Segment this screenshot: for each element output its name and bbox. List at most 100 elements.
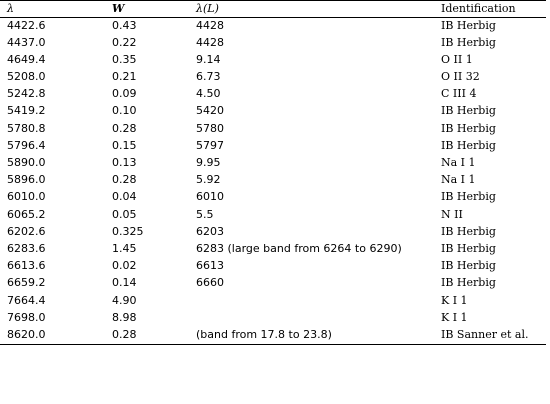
cell-identification: N II xyxy=(441,207,463,221)
cell-w: 0.05 xyxy=(112,207,137,221)
cell-lambda: 5208.0 xyxy=(7,70,46,84)
cell-lambda-l: 5420 xyxy=(196,104,224,118)
cell-w: 0.04 xyxy=(112,190,137,204)
header-row: λ W λ(L) Identification xyxy=(0,0,546,18)
cell-identification: O II 32 xyxy=(441,70,480,84)
cell-identification: IB Herbig xyxy=(441,19,496,32)
cell-lambda: 6010.0 xyxy=(7,190,46,204)
cell-identification: IB Herbig xyxy=(441,276,496,290)
cell-identification: K I 1 xyxy=(441,293,468,307)
cell-identification: IB Herbig xyxy=(441,104,496,118)
cell-lambda-l xyxy=(189,310,434,327)
cell-identification: O II 1 xyxy=(441,52,473,66)
cell-lambda: 7664.4 xyxy=(7,293,46,307)
table-row: 6659.2 0.14 6660 IB Herbig xyxy=(0,275,546,292)
table-row: 5780.8 0.28 5780 IB Herbig xyxy=(0,121,546,138)
cell-identification: IB Herbig xyxy=(441,241,496,255)
cell-w: 0.14 xyxy=(112,276,137,290)
cell-identification: Na I 1 xyxy=(441,173,476,187)
cell-lambda-l: 5780 xyxy=(196,121,224,135)
cell-lambda: 6202.6 xyxy=(7,224,46,238)
header-identification: Identification xyxy=(434,0,546,18)
cell-lambda: 6065.2 xyxy=(7,207,46,221)
table-row: 5242.8 0.09 4.50 C III 4 xyxy=(0,86,546,103)
table-row: 5208.0 0.21 6.73 O II 32 xyxy=(0,69,546,86)
cell-identification: Na I 1 xyxy=(441,156,476,169)
cell-w: 8.98 xyxy=(112,310,137,324)
cell-lambda: 5796.4 xyxy=(7,138,46,152)
cell-identification: K I 1 xyxy=(441,310,468,324)
cell-identification: C III 4 xyxy=(441,87,477,101)
cell-w: 0.09 xyxy=(112,87,137,101)
cell-w: 0.28 xyxy=(112,121,137,135)
cell-lambda: 5890.0 xyxy=(7,156,46,169)
table-header: λ W λ(L) Identification xyxy=(0,0,546,18)
cell-w: 0.02 xyxy=(112,259,137,273)
cell-w: 1.45 xyxy=(112,241,137,255)
cell-lambda-l: 6.73 xyxy=(196,70,221,84)
cell-lambda-l: 4.50 xyxy=(196,87,221,101)
header-lambda: λ xyxy=(0,0,105,18)
cell-lambda-l: 6283 (large band from 6264 to 6290) xyxy=(196,241,402,255)
table-row: 5796.4 0.15 5797 IB Herbig xyxy=(0,138,546,155)
cell-w: 0.15 xyxy=(112,138,137,152)
cell-w: 0.325 xyxy=(112,224,144,238)
table-row: 8620.0 0.28 (band from 17.8 to 23.8) IB San… xyxy=(0,326,546,345)
cell-lambda-l: 6660 xyxy=(196,276,224,290)
table-row: 6010.0 0.04 6010 IB Herbig xyxy=(0,189,546,206)
header-lambda-l: λ(L) xyxy=(189,0,434,18)
cell-identification: IB Herbig xyxy=(441,35,496,49)
cell-identification: IB Herbig xyxy=(441,224,496,238)
cell-w: 0.28 xyxy=(112,173,137,187)
cell-w: 0.22 xyxy=(112,35,137,49)
cell-w: 0.10 xyxy=(112,104,137,118)
cell-lambda-l: 6613 xyxy=(196,259,224,273)
table-row: 5896.0 0.28 5.92 Na I 1 xyxy=(0,172,546,189)
cell-lambda-l: 5.92 xyxy=(196,173,221,187)
cell-lambda-l: 9.95 xyxy=(196,156,221,169)
cell-lambda-l: 5.5 xyxy=(196,207,214,221)
table-row: 6202.6 0.325 6203 IB Herbig xyxy=(0,224,546,241)
cell-lambda: 4422.6 xyxy=(7,19,46,32)
table-row: 5419.2 0.10 5420 IB Herbig xyxy=(0,103,546,120)
cell-lambda-l: (band from 17.8 to 23.8) xyxy=(189,326,434,345)
cell-lambda: 4649.4 xyxy=(7,52,46,66)
cell-lambda-l: 6010 xyxy=(196,190,224,204)
cell-lambda: 7698.0 xyxy=(7,310,46,324)
table-row: 7664.4 4.90 K I 1 xyxy=(0,293,546,310)
table-row: 6613.6 0.02 6613 IB Herbig xyxy=(0,258,546,275)
cell-w: 0.43 xyxy=(112,19,137,32)
cell-lambda: 5419.2 xyxy=(7,104,46,118)
cell-lambda-l: 4428 xyxy=(196,19,224,32)
cell-identification: IB Herbig xyxy=(441,190,496,204)
cell-w: 4.90 xyxy=(112,293,137,307)
cell-w: 0.13 xyxy=(112,156,137,169)
spectral-lines-table: λ W λ(L) Identification 4422.6 0.43 4428 IB… xyxy=(0,0,546,345)
cell-lambda-l: 4428 xyxy=(196,35,224,49)
cell-lambda-l: 6203 xyxy=(196,224,224,238)
cell-lambda: 5242.8 xyxy=(7,87,46,101)
table-row: 7698.0 8.98 K I 1 xyxy=(0,310,546,327)
cell-lambda-l xyxy=(189,293,434,310)
cell-lambda: 5780.8 xyxy=(7,121,46,135)
cell-lambda-l: 5797 xyxy=(196,138,224,152)
cell-identification: IB Herbig xyxy=(441,138,496,152)
cell-lambda-l: 9.14 xyxy=(196,52,221,66)
table-row: 4437.0 0.22 4428 IB Herbig xyxy=(0,35,546,52)
cell-w: 0.21 xyxy=(112,70,137,84)
cell-lambda: 5896.0 xyxy=(7,173,46,187)
cell-lambda: 4437.0 xyxy=(7,35,46,49)
table-row: 4422.6 0.43 4428 IB Herbig xyxy=(0,18,546,35)
table-row: 6283.6 1.45 6283 (large band from 6264 to … xyxy=(0,241,546,258)
cell-lambda: 6613.6 xyxy=(7,259,46,273)
table-row: 5890.0 0.13 9.95 Na I 1 xyxy=(0,155,546,172)
cell-w: 0.28 xyxy=(105,326,189,345)
table-body: 4422.6 0.43 4428 IB Herbig 4437.0 0.22 4428 IB … xyxy=(0,18,546,345)
cell-lambda: 8620.0 xyxy=(0,326,105,345)
cell-identification: IB Herbig xyxy=(441,121,496,135)
table-row: 6065.2 0.05 5.5 N II xyxy=(0,207,546,224)
table-row: 4649.4 0.35 9.14 O II 1 xyxy=(0,52,546,69)
header-w: W xyxy=(105,0,189,18)
cell-identification: IB Herbig xyxy=(441,259,496,273)
